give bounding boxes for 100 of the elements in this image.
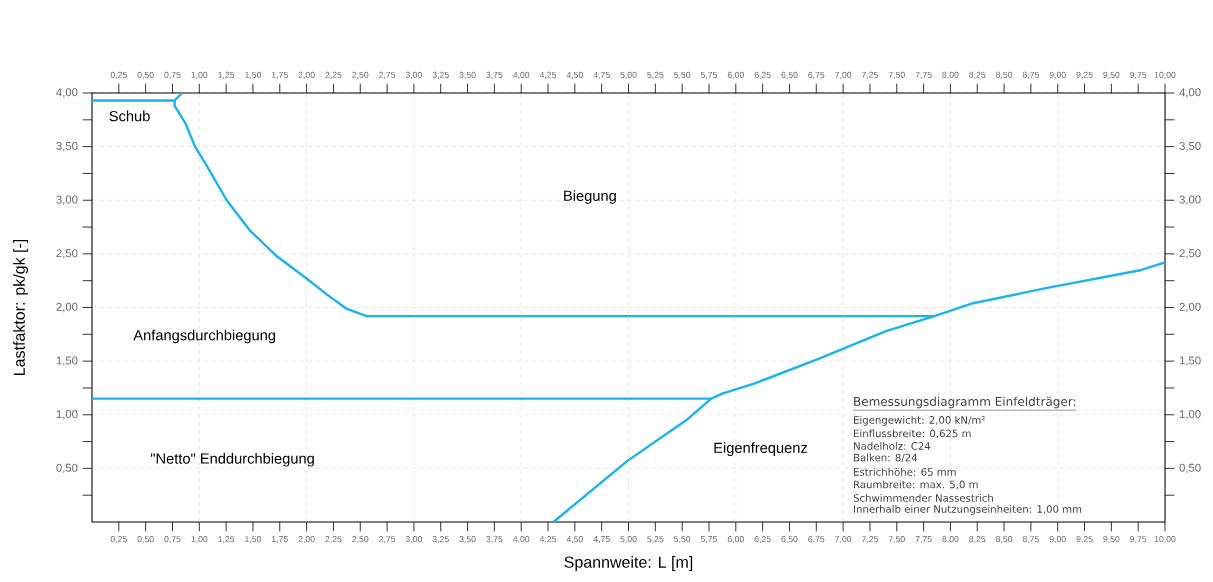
x-tick-label: 7,00 [835,71,852,79]
annotation: Anfangsdurchbiegung [133,329,276,344]
x2-tick-label: 1,75 [272,536,288,544]
x-tick-label: 6,75 [808,71,825,79]
x-tick-label: 9,00 [1049,71,1066,79]
x-tick-label: 6,00 [727,71,744,79]
x2-tick-label: 3,50 [459,536,476,544]
annotation: Estrichhöhe: 65 mm [854,467,956,476]
x2-tick-label: 3,25 [432,536,449,544]
x-tick-label: 1,00 [191,71,208,79]
annotation: Schub [109,110,150,122]
x2-tick-label: 5,00 [620,536,637,544]
x-tick-label: 8,50 [996,71,1013,79]
x2-tick-label: 2,00 [298,536,315,544]
x2-tick-label: 5,25 [647,536,664,544]
y2-tick-label: 3,50 [1179,141,1201,152]
annotation: Nadelholz: C24 [854,441,931,450]
x2-tick-label: 9,75 [1130,536,1147,544]
x-tick-label: 9,25 [1076,71,1093,79]
annotation: Eigengewicht: 2,00 kN/m² [854,415,985,426]
x-tick-label: 9,50 [1103,71,1120,79]
x-tick-label: 2,25 [325,71,342,79]
x2-tick-label: 9,25 [1076,536,1093,544]
annotation: "Netto" Enddurchbiegung [150,452,314,467]
x-tick-label: 4,75 [593,71,610,79]
y2-tick-label: 4,00 [1179,88,1201,98]
annotation: Schwimmender Nassestrich [853,493,993,502]
x2-tick-label: 6,25 [754,536,771,544]
annotation: Eigenfrequenz [714,442,808,456]
x-tick-label: 7,75 [915,71,932,79]
y-tick-label: 1,50 [56,356,78,366]
x-tick-label: 3,00 [405,71,422,79]
x2-tick-label: 9,00 [1049,536,1066,544]
x-tick-label: 9,75 [1130,71,1147,79]
x-tick-label: 3,75 [486,71,503,79]
x2-tick-label: 0,25 [110,536,127,544]
y-tick-label: 4,00 [56,88,78,98]
x2-tick-label: 7,75 [915,536,932,544]
x2-tick-label: 6,50 [781,536,798,544]
x-tick-label: 7,25 [861,71,878,79]
annotation: Raumbreite: max. 5,0 m [854,480,978,490]
x-tick-label: 4,25 [539,71,557,79]
y2-tick-label: 2,50 [1179,249,1201,259]
x2-tick-label: 4,00 [512,536,530,544]
x2-tick-label: 6,00 [727,536,744,544]
x-tick-label: 5,25 [647,71,664,79]
x2-tick-label: 1,50 [245,536,262,544]
x2-tick-label: 4,50 [566,536,583,544]
x2-tick-label: 4,75 [593,536,610,544]
x-tick-label: 3,50 [459,71,476,79]
x-tick-label: 1,50 [245,71,262,79]
x2-tick-label: 6,75 [808,536,825,544]
x-tick-label: 1,75 [272,71,288,79]
y-axis-title: Lastfaktor: pk/gk [-] [13,239,29,375]
x-tick-label: 4,00 [512,71,530,79]
x-tick-label: 0,25 [110,71,127,79]
y2-tick-label: 3,00 [1179,195,1201,205]
annotation: Einflussbreite: 0,625 m [854,429,971,439]
x-tick-label: 7,50 [888,71,905,79]
x-tick-label: 10,00 [1154,71,1176,79]
x2-tick-label: 3,00 [405,536,422,544]
x2-tick-label: 1,25 [218,536,235,544]
annotation: Bemessungsdiagramm Einfeldträger: [854,396,1076,409]
x-tick-label: 8,25 [969,71,986,79]
annotation: Balken: 8/24 [854,453,918,463]
x-tick-label: 2,75 [379,71,396,79]
x-tick-label: 6,50 [781,71,798,79]
x2-tick-label: 8,25 [969,536,986,544]
x2-tick-label: 8,75 [1022,536,1039,544]
x2-tick-label: 5,75 [700,536,718,544]
y2-tick-label: 1,00 [1179,410,1201,420]
x-tick-label: 5,00 [620,71,637,79]
x2-tick-label: 4,25 [539,536,557,544]
x-tick-label: 2,50 [352,71,369,79]
y2-tick-label: 1,50 [1179,356,1201,366]
y-tick-label: 3,50 [56,141,78,152]
x-tick-label: 4,50 [566,71,583,79]
x2-tick-label: 9,50 [1103,536,1120,544]
x-axis-title: Spannweite: L [m] [564,556,693,571]
y-tick-label: 2,50 [56,249,78,259]
annotation: Biegung [564,190,616,204]
x-tick-label: 5,75 [700,71,718,79]
x2-tick-label: 5,50 [674,536,691,544]
y-tick-label: 3,00 [56,195,78,205]
x-tick-label: 5,50 [674,71,691,79]
x-tick-label: 8,00 [942,71,959,79]
x-tick-label: 6,25 [754,71,771,79]
y2-tick-label: 2,00 [1179,302,1201,313]
x-tick-label: 8,75 [1022,71,1039,79]
x2-tick-label: 10,00 [1154,536,1176,544]
x2-tick-label: 7,00 [835,536,852,544]
x-tick-label: 3,25 [432,71,449,79]
x2-tick-label: 8,00 [942,536,959,544]
y-tick-label: 0,50 [56,463,78,474]
x2-tick-label: 0,75 [164,536,181,544]
x-tick-label: 0,75 [164,71,181,79]
y-tick-label: 1,00 [56,410,78,420]
x-tick-label: 0,50 [137,71,154,79]
x-tick-label: 2,00 [298,71,315,79]
x-tick-label: 1,25 [218,71,235,79]
